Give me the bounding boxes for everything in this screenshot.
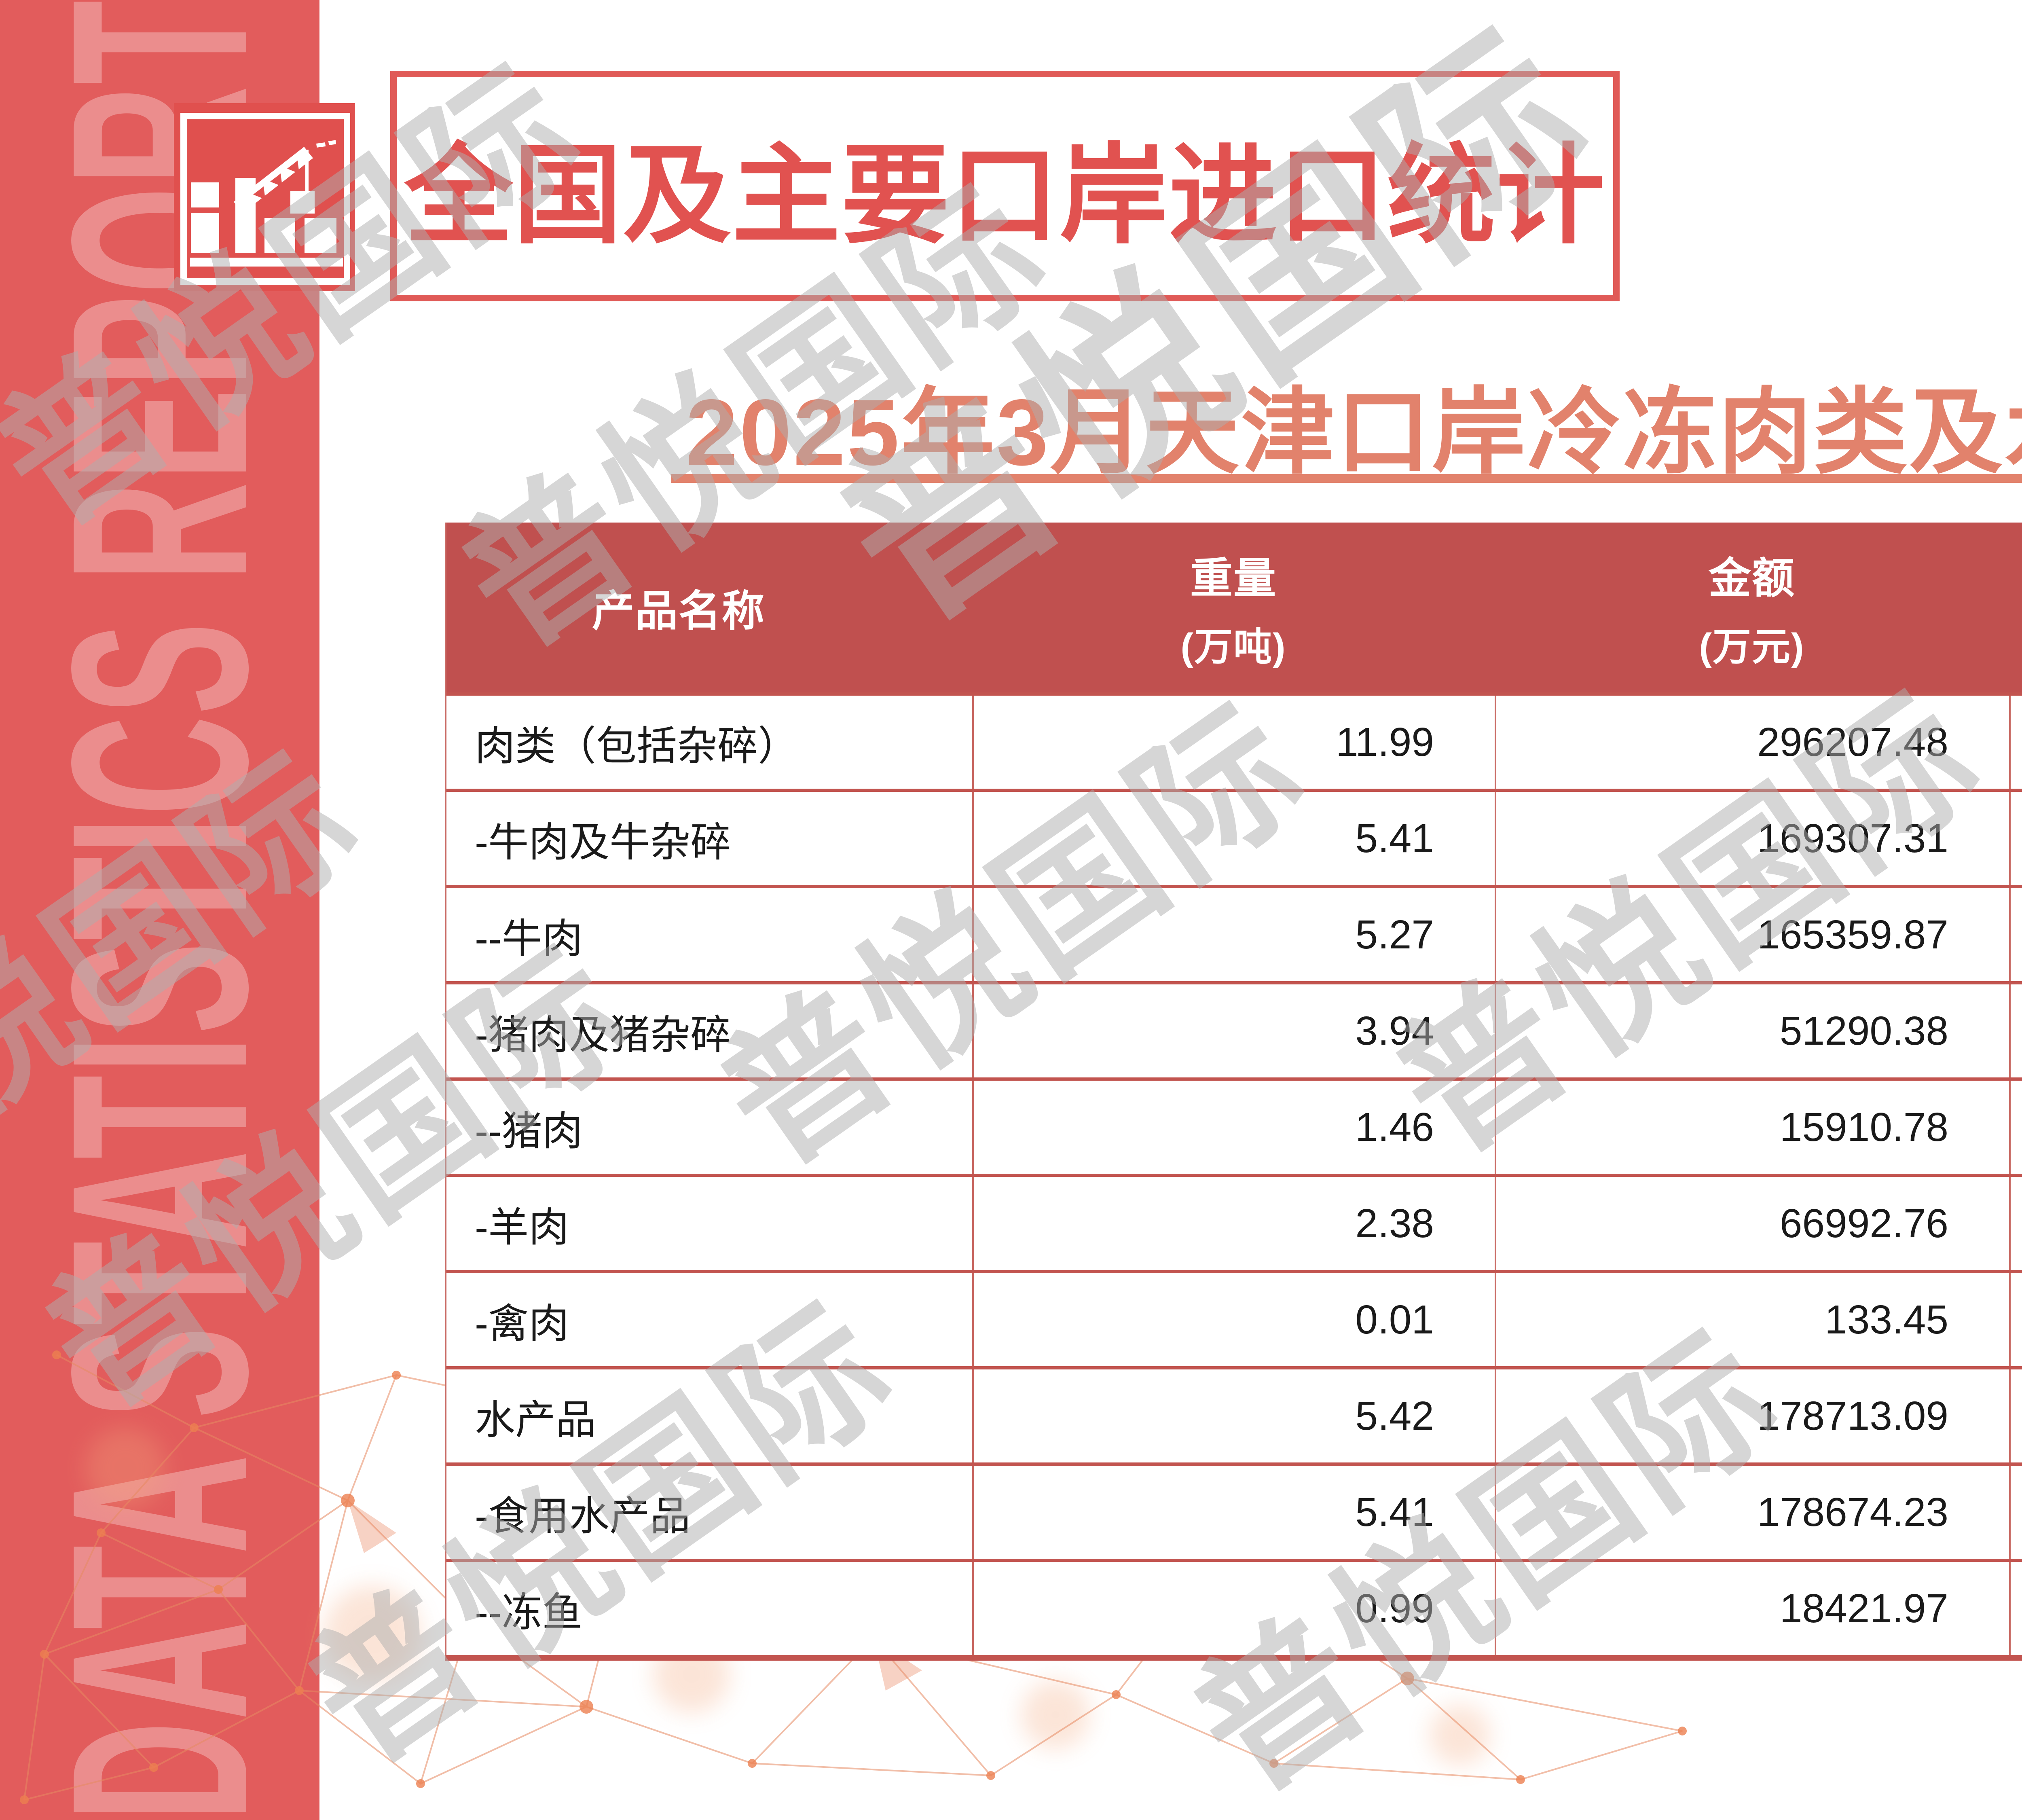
cell-amount: 296207.48: [1495, 696, 2009, 789]
table-row: 肉类（包括杂碎） 11.99 296207.48 -14.11% -10.56%: [446, 692, 2022, 789]
cell-amount: 133.45: [1495, 1273, 2009, 1366]
cell-weight-yoy: 11.86%: [2009, 1466, 2022, 1559]
cell-product-name: -禽肉: [475, 1301, 569, 1346]
cell-product-name: --牛肉: [475, 916, 583, 961]
cell-product-name: -食用水产品: [475, 1493, 691, 1539]
cell-weight: 11.99: [972, 696, 1495, 789]
cell-weight: 5.27: [972, 888, 1495, 981]
cell-weight-yoy: 48.15%: [2009, 1273, 2022, 1366]
cell-product-name: -羊肉: [475, 1204, 569, 1250]
table-row: -禽肉 0.01 133.45 48.15% 52.16%: [446, 1270, 2022, 1366]
import-stats-table: 产品名称 重量 (万吨) 金额 (万元) 重量同比 (±百分比) 金额同比 (±…: [445, 523, 2022, 1661]
cell-product-name: --冻鱼: [475, 1589, 583, 1635]
table-row: --冻鱼 0.99 18421.97 10.79% 18.82%: [446, 1559, 2022, 1655]
subtitle: 2025年3月天津口岸冷冻肉类及水产品进口量统计: [685, 380, 2022, 485]
cell-weight: 1.46: [972, 1081, 1495, 1174]
cell-weight-yoy: -28.66%: [2009, 792, 2022, 885]
cell-amount: 178674.23: [1495, 1466, 2009, 1559]
cell-weight: 3.94: [972, 984, 1495, 1077]
cell-product-name: 水产品: [475, 1397, 596, 1443]
sidebar-band: DATA STATISTICS REPORT: [0, 0, 319, 1820]
table-row: 水产品 5.42 178713.09 12.08% 29.80%: [446, 1366, 2022, 1462]
table-row: --猪肉 1.46 15910.78 11.26% 9.18%: [446, 1077, 2022, 1174]
table-row: --牛肉 5.27 165359.87 -29.10% -23.58%: [446, 885, 2022, 981]
cell-weight: 0.01: [972, 1273, 1495, 1366]
cell-amount: 178713.09: [1495, 1369, 2009, 1462]
cell-product-name: -猪肉及猪杂碎: [475, 1012, 731, 1058]
cell-amount: 51290.38: [1495, 984, 2009, 1077]
cell-weight-yoy: 11.26%: [2009, 1081, 2022, 1174]
cell-product-name: --猪肉: [475, 1108, 583, 1154]
col-header-product-name: 产品名称: [592, 588, 766, 635]
cell-weight-yoy: 4.94%: [2009, 984, 2022, 1077]
cell-amount: 169307.31: [1495, 792, 2009, 885]
page-title: 全国及主要口岸进口统计: [404, 135, 1605, 256]
table-row: -猪肉及猪杂碎 3.94 51290.38 4.94% 3.56%: [446, 981, 2022, 1077]
table-row: -羊肉 2.38 66992.76 -1.41% 23.27%: [446, 1174, 2022, 1270]
col-header-amount: 金额 (万元): [1699, 554, 1805, 669]
cell-weight-yoy: -14.11%: [2009, 696, 2022, 789]
col-header-weight: 重量 (万吨): [1180, 554, 1286, 669]
cell-weight: 5.41: [972, 792, 1495, 885]
cell-product-name: -牛肉及牛杂碎: [475, 819, 731, 865]
crane-glyph: [190, 140, 343, 267]
subtitle-underline: [671, 474, 2022, 483]
table-header-row: 产品名称 重量 (万吨) 金额 (万元) 重量同比 (±百分比) 金额同比 (±…: [446, 523, 2022, 692]
cell-weight-yoy: 12.08%: [2009, 1369, 2022, 1462]
cell-amount: 18421.97: [1495, 1562, 2009, 1655]
port-crane-icon: [174, 103, 355, 291]
cell-weight: 5.41: [972, 1466, 1495, 1559]
icon-frame: [180, 113, 350, 285]
cell-amount: 15910.78: [1495, 1081, 2009, 1174]
cell-amount: 66992.76: [1495, 1177, 2009, 1270]
table-row: -食用水产品 5.41 178674.23 11.86% 29.78%: [446, 1462, 2022, 1559]
col-header-weight-yoy: 重量同比 (±百分比): [2009, 523, 2022, 692]
cell-product-name: 肉类（包括杂碎）: [475, 723, 798, 769]
cell-weight-yoy: 10.79%: [2009, 1562, 2022, 1655]
cell-weight: 2.38: [972, 1177, 1495, 1270]
cell-weight: 0.99: [972, 1562, 1495, 1655]
subtitle-wrap: 2025年3月天津口岸冷冻肉类及水产品进口量统计: [283, 356, 2022, 492]
cell-weight-yoy: -29.10%: [2009, 888, 2022, 981]
cell-weight: 5.42: [972, 1369, 1495, 1462]
table-row: -牛肉及牛杂碎 5.41 169307.31 -28.66% -23.53%: [446, 789, 2022, 885]
cell-weight-yoy: -1.41%: [2009, 1177, 2022, 1270]
cell-amount: 165359.87: [1495, 888, 2009, 981]
title-box: 全国及主要口岸进口统计: [390, 71, 1620, 301]
